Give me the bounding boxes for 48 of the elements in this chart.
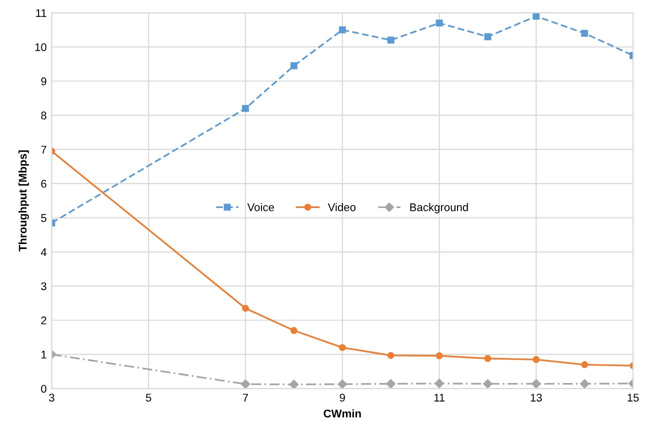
y-tick-label: 0 [41,384,46,393]
point [434,378,444,388]
point [338,26,346,34]
legend-label: Voice [247,203,274,212]
point [484,33,492,40]
legend-label: Video [328,203,356,212]
point [289,380,299,389]
point [240,380,250,389]
legend-label: Background [410,203,468,214]
point [290,327,298,334]
y-tick-label: 3 [41,282,46,290]
point [387,36,394,44]
y-tick-label: 10 [35,43,46,52]
point [581,361,588,368]
y-tick-label: 8 [41,112,46,120]
point [581,30,588,37]
x-tick-label: 3 [49,394,54,402]
point [532,379,541,388]
y-tick-label: 9 [41,77,46,86]
point [242,304,249,312]
x-tick-label: 15 [628,394,639,402]
x-tick-label: 9 [340,394,345,402]
y-axis-title: Throughput [Mbps] [18,150,29,252]
point [532,12,540,20]
point [483,379,492,388]
y-tick-label: 4 [40,248,46,256]
x-axis-title: CWmin [324,409,361,418]
point [387,352,394,359]
point [290,62,298,70]
x-tick-label: 11 [434,394,445,402]
point [484,355,492,362]
y-tick-label: 2 [41,316,46,324]
point [338,380,348,389]
point [436,352,443,360]
point [436,20,443,27]
point [580,379,590,388]
point [386,379,396,388]
y-tick-label: 1 [41,350,46,358]
point [532,356,540,364]
y-tick-label: 6 [41,180,46,188]
y-tick-label: 7 [41,146,46,154]
y-tick-label: 11 [36,9,46,17]
x-tick-label: 13 [530,394,542,402]
x-tick-label: 7 [242,394,248,402]
x-tick-label: 5 [146,394,152,402]
point [242,104,249,112]
y-tick-label: 5 [41,214,46,222]
point [338,344,346,352]
